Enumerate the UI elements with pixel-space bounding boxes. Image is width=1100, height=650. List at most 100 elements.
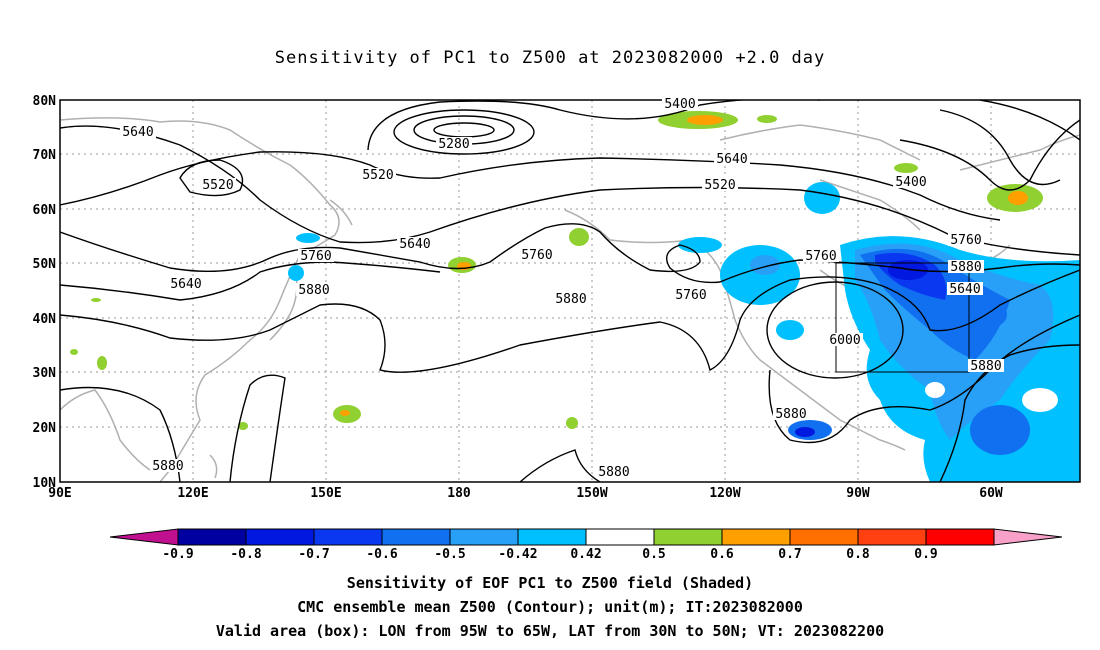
lat-label: 60N	[33, 203, 57, 218]
contour-label-bg	[827, 333, 863, 346]
colorbar-swatch	[245, 528, 315, 546]
contour-label: 5760	[521, 248, 552, 263]
contour-label-bg	[803, 249, 839, 262]
lat-label: 70N	[33, 148, 57, 163]
lon-label: 90W	[846, 486, 870, 501]
contour-label: 5640	[949, 282, 980, 297]
contour-label-bg	[773, 407, 809, 420]
colorbar-swatch	[721, 528, 791, 546]
valid-area-box	[835, 262, 970, 373]
colorbar-label: 0.42	[570, 547, 601, 562]
colorbar-label: 0.6	[710, 547, 734, 562]
caption-line-1: Sensitivity of EOF PC1 to Z500 field (Sh…	[346, 574, 754, 592]
caption-line-3: Valid area (box): LON from 95W to 65W, L…	[215, 622, 885, 640]
contour-label-bg	[893, 175, 929, 188]
colorbar-label: -0.42	[498, 547, 537, 562]
contour-label-bg	[673, 288, 709, 301]
colorbar-swatch	[177, 528, 247, 546]
colorbar-label: -0.6	[366, 547, 397, 562]
lon-label: 120W	[709, 486, 740, 501]
colorbar-label: -0.5	[434, 547, 465, 562]
colorbar-swatch	[789, 528, 859, 546]
contour-label: 5880	[555, 292, 586, 307]
colorbar-min-arrow	[109, 528, 179, 546]
lon-label: 90E	[48, 486, 71, 501]
lat-label: 80N	[33, 94, 57, 109]
contour-label: 5400	[895, 175, 926, 190]
contour-label-bg	[168, 277, 204, 290]
colorbar-swatch	[653, 528, 723, 546]
colorbar-label: -0.9	[162, 547, 193, 562]
contour-label-bg	[947, 282, 983, 295]
contour-label: 5640	[170, 277, 201, 292]
contour-label: 5880	[970, 359, 1001, 374]
lon-label: 120E	[177, 486, 208, 501]
contour-label-bg	[662, 97, 698, 110]
contour-label: 5760	[300, 249, 331, 264]
contour-label: 5880	[950, 260, 981, 275]
contour-label: 5760	[675, 288, 706, 303]
contour-label-bg	[150, 459, 186, 472]
contour-label: 5520	[202, 178, 233, 193]
longitude-labels: 90E 120E 150E 180 150W 120W 90W 60W	[48, 486, 1003, 501]
contour-label: 5640	[122, 125, 153, 140]
contour-label-bg	[360, 168, 396, 181]
contour-label-bg	[714, 152, 750, 165]
contour-label: 5520	[704, 178, 735, 193]
colorbar-label: -0.7	[298, 547, 329, 562]
colorbar-label: 0.9	[914, 547, 937, 562]
contour-label: 5880	[152, 459, 183, 474]
lon-label: 180	[447, 486, 471, 501]
colorbar-label: 0.5	[642, 547, 665, 562]
lat-label: 30N	[33, 366, 57, 381]
lon-label: 150W	[576, 486, 607, 501]
caption-line-2: CMC ensemble mean Z500 (Contour); unit(m…	[297, 598, 803, 616]
plot-title: Sensitivity of PC1 to Z500 at 2023082000…	[274, 48, 826, 68]
colorbar-swatch	[517, 528, 587, 546]
colorbar-labels: -0.9 -0.8 -0.7 -0.6 -0.5 -0.42 0.42 0.5 0.6 0.7 0.…	[162, 547, 937, 562]
contour-label-bg	[298, 249, 334, 262]
lon-label: 150E	[310, 486, 341, 501]
colorbar-swatch	[449, 528, 519, 546]
contour-label-bg	[200, 178, 236, 191]
contour-label-bg	[120, 125, 156, 138]
contour-label: 5760	[950, 233, 981, 248]
colorbar-swatch	[857, 528, 927, 546]
contour-label: 5400	[664, 97, 695, 112]
contour-label-bg	[397, 237, 433, 250]
colorbar-label: 0.7	[778, 547, 801, 562]
contour-label-bg	[948, 260, 984, 273]
colorbar-swatch	[925, 528, 995, 546]
contour-label-bg	[553, 292, 589, 305]
contour-label: 5760	[805, 249, 836, 264]
contour-label-bg	[519, 248, 555, 261]
colorbar-label: -0.8	[230, 547, 261, 562]
contour-label-bg	[948, 233, 984, 246]
lon-label: 60W	[979, 486, 1003, 501]
lat-label: 50N	[33, 257, 57, 272]
contour-label-bg	[968, 359, 1004, 372]
map-frame	[59, 99, 1081, 483]
contour-label-bg	[436, 137, 472, 150]
contour-label-bg	[596, 465, 632, 478]
colorbar-max-arrow	[993, 528, 1063, 546]
lat-label: 40N	[33, 312, 57, 327]
contour-label-bg	[702, 178, 738, 191]
contour-label: 5880	[298, 283, 329, 298]
contour-label: 5280	[438, 137, 469, 152]
colorbar-label: 0.8	[846, 547, 870, 562]
contour-label: 5880	[775, 407, 806, 422]
lat-label: 20N	[33, 421, 57, 436]
colorbar	[109, 528, 1063, 546]
colorbar-swatch	[313, 528, 383, 546]
contour-label: 6000	[829, 333, 860, 348]
colorbar-swatch	[585, 528, 655, 546]
contour-label: 5520	[362, 168, 393, 183]
colorbar-swatch	[381, 528, 451, 546]
lat-label: 10N	[33, 476, 57, 491]
negative-sensitivity	[288, 182, 1080, 482]
contour-labels: 5640 5520 5400 5280 5520 5640 5400 5520 5640 5760…	[120, 97, 1004, 480]
latitude-labels: 80N 70N 60N 50N 40N 30N 20N 10N	[33, 94, 57, 491]
contour-label: 5640	[399, 237, 430, 252]
